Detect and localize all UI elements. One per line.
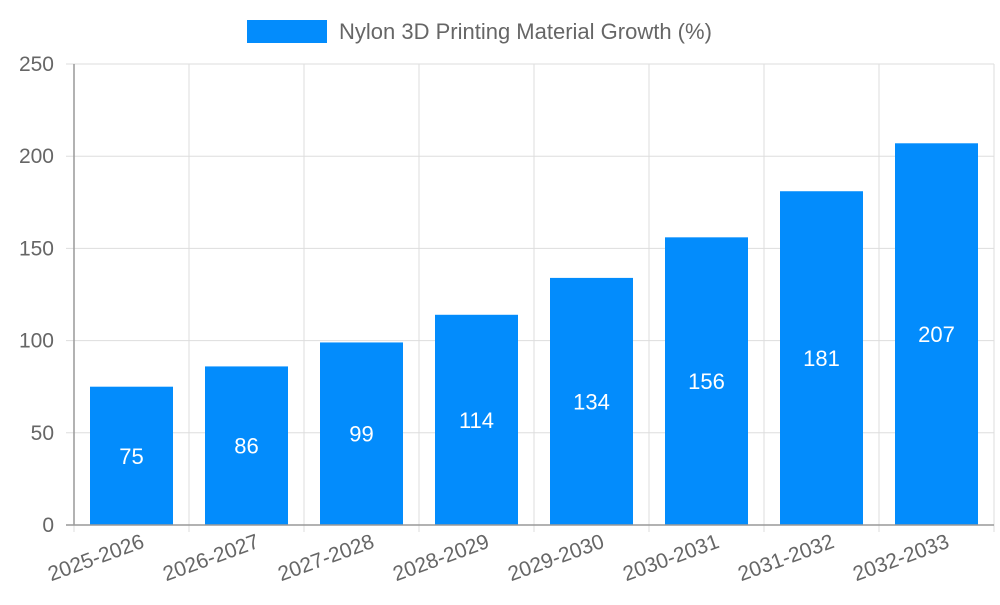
x-tick-label: 2031-2032 [735,530,837,586]
bar [435,314,518,525]
bar-value-label: 207 [918,322,955,347]
bar-value-label: 99 [349,422,373,447]
x-tick-label: 2027-2028 [275,530,377,586]
bar [550,277,633,525]
bar-value-label: 156 [688,369,725,394]
x-tick-label: 2026-2027 [160,530,262,586]
legend-swatch [247,20,327,43]
legend[interactable]: Nylon 3D Printing Material Growth (%) [247,19,712,44]
y-tick-label: 250 [19,53,54,76]
bar [320,342,403,525]
x-tick-label: 2030-2031 [620,530,722,586]
bar-value-label: 134 [573,389,610,414]
bar-value-label: 181 [803,346,840,371]
x-tick-label: 2029-2030 [505,530,607,586]
bars: 75 86 99 114 134 156 181 207 [90,143,978,526]
y-tick-label: 150 [19,237,54,260]
bar [895,143,978,526]
x-tick-label: 2032-2033 [850,530,952,586]
y-tick-label: 50 [31,422,54,445]
y-tick-label: 0 [42,514,54,537]
bar-value-label: 75 [119,444,143,469]
bar [665,237,748,525]
bar [780,191,863,525]
y-tick-label: 200 [19,145,54,168]
x-tick-label: 2028-2029 [390,530,492,586]
y-tick-label: 100 [19,330,54,353]
bar [205,366,288,525]
bar-value-label: 114 [459,408,494,433]
legend-label: Nylon 3D Printing Material Growth (%) [339,19,712,44]
x-tick-label: 2025-2026 [45,530,147,586]
bar-value-label: 86 [234,434,258,459]
grid [66,63,995,532]
bar [90,386,173,525]
